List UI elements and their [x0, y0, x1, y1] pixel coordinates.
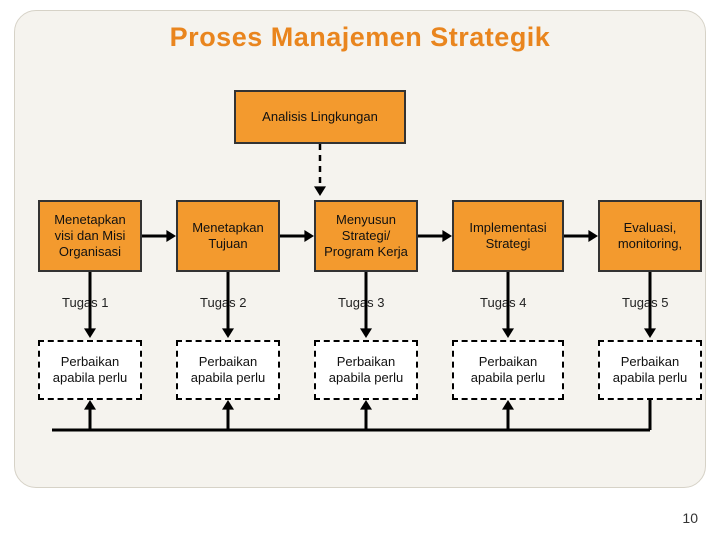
label-tugas-5: Tugas 5: [622, 295, 669, 310]
box-perbaikan-2: Perbaikan apabila perlu: [176, 340, 280, 400]
box-visi-misi: Menetapkan visi dan Misi Organisasi: [38, 200, 142, 272]
page-title: Proses Manajemen Strategik: [0, 22, 720, 53]
box-evaluasi: Evaluasi, monitoring,: [598, 200, 702, 272]
box-tujuan: Menetapkan Tujuan: [176, 200, 280, 272]
label-tugas-4: Tugas 4: [480, 295, 527, 310]
page-number: 10: [682, 510, 698, 526]
box-perbaikan-3: Perbaikan apabila perlu: [314, 340, 418, 400]
label-tugas-1: Tugas 1: [62, 295, 109, 310]
box-perbaikan-4: Perbaikan apabila perlu: [452, 340, 564, 400]
label-tugas-2: Tugas 2: [200, 295, 247, 310]
box-perbaikan-5: Perbaikan apabila perlu: [598, 340, 702, 400]
box-strategi: Menyusun Strategi/ Program Kerja: [314, 200, 418, 272]
box-perbaikan-1: Perbaikan apabila perlu: [38, 340, 142, 400]
box-implementasi: Implementasi Strategi: [452, 200, 564, 272]
label-tugas-3: Tugas 3: [338, 295, 385, 310]
box-analisis-lingkungan: Analisis Lingkungan: [234, 90, 406, 144]
slide: Proses Manajemen Strategik Analisis Ling…: [0, 0, 720, 540]
